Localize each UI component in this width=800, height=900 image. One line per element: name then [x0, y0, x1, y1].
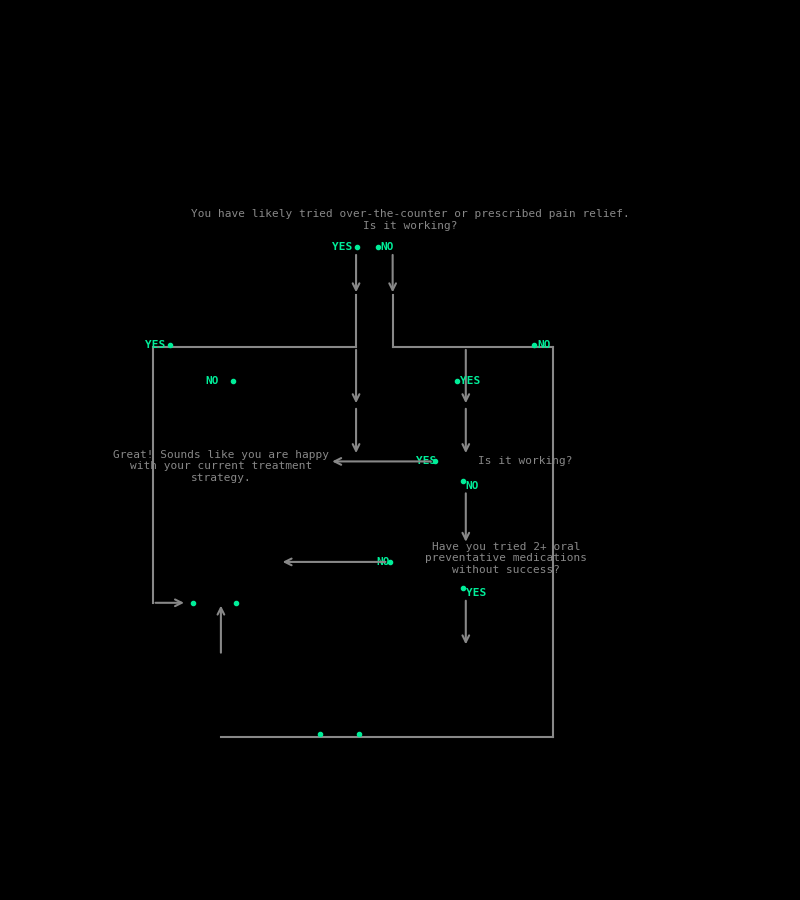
Text: YES: YES [459, 376, 480, 386]
Text: NO: NO [466, 481, 479, 491]
Text: NO: NO [206, 376, 219, 386]
Text: NO: NO [376, 557, 390, 567]
Text: Is it working?: Is it working? [478, 456, 573, 466]
Text: NO: NO [381, 241, 394, 252]
Text: NO: NO [537, 340, 550, 350]
Text: YES: YES [145, 340, 165, 350]
Text: Have you tried 2+ oral
preventative medications
without success?: Have you tried 2+ oral preventative medi… [425, 542, 587, 575]
Text: Great! Sounds like you are happy
with your current treatment
strategy.: Great! Sounds like you are happy with yo… [113, 450, 329, 483]
Text: YES: YES [416, 456, 437, 466]
Text: YES: YES [333, 241, 353, 252]
Text: YES: YES [466, 588, 486, 598]
Text: You have likely tried over-the-counter or prescribed pain relief.
Is it working?: You have likely tried over-the-counter o… [190, 210, 630, 231]
